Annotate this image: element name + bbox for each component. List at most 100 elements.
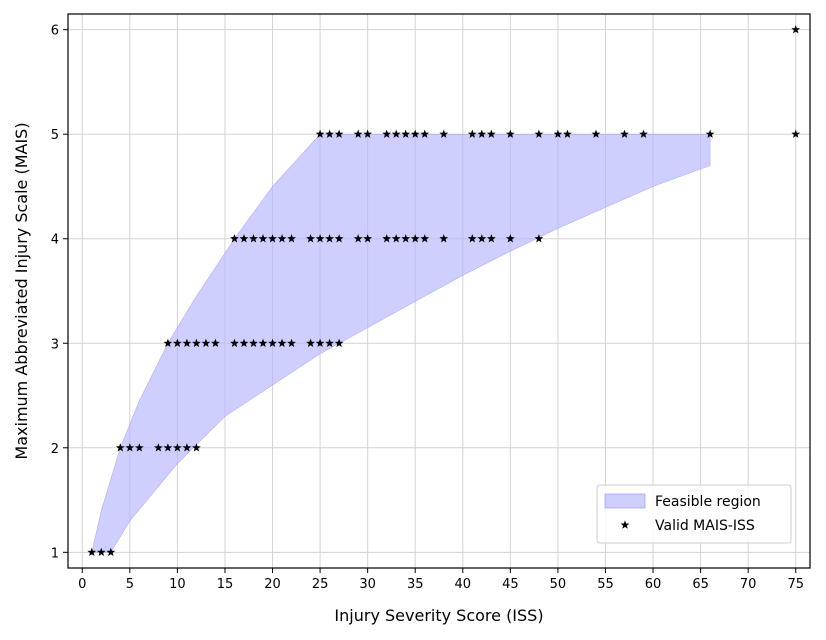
scatter-layer xyxy=(87,25,801,557)
data-point xyxy=(439,129,449,138)
plot-frame xyxy=(67,13,811,569)
data-point xyxy=(439,234,449,243)
data-point xyxy=(192,443,201,452)
legend-label-valid-mais-iss: Valid MAIS-ISS xyxy=(655,518,755,534)
data-point xyxy=(563,129,572,138)
data-point xyxy=(334,234,344,243)
data-point xyxy=(477,234,487,243)
x-tick-label: 70 xyxy=(740,577,757,592)
x-tick-label: 5 xyxy=(126,577,134,592)
x-tick-label: 55 xyxy=(597,577,614,592)
legend-swatch-feasible-region xyxy=(604,493,646,509)
x-tick-label: 40 xyxy=(455,577,472,592)
data-point xyxy=(791,25,801,34)
data-point xyxy=(306,338,315,347)
data-point xyxy=(277,234,287,243)
x-tick-label: 75 xyxy=(787,577,804,592)
data-point xyxy=(163,443,173,452)
data-point xyxy=(173,338,182,347)
data-point xyxy=(315,129,325,138)
data-point xyxy=(791,129,801,138)
data-point xyxy=(534,234,544,243)
data-point xyxy=(553,129,563,138)
y-axis-label: Maximum Abbreviated Injury Scale (MAIS) xyxy=(12,122,31,459)
data-point xyxy=(249,338,258,347)
x-tick-label: 25 xyxy=(312,577,329,592)
data-point xyxy=(363,234,373,243)
data-point xyxy=(467,234,477,243)
grid xyxy=(68,14,810,568)
x-tick-label: 20 xyxy=(264,577,281,592)
data-point xyxy=(268,338,277,347)
x-tick-label: 60 xyxy=(645,577,662,592)
y-tick-label: 4 xyxy=(51,233,59,248)
data-point xyxy=(325,129,334,138)
data-point xyxy=(306,234,315,243)
data-point xyxy=(391,234,401,243)
y-tick-label: 5 xyxy=(51,128,59,143)
data-point xyxy=(239,234,249,243)
data-point xyxy=(96,547,106,557)
x-tick-label: 10 xyxy=(169,577,186,592)
data-point xyxy=(87,547,97,557)
data-point xyxy=(163,338,173,347)
data-point xyxy=(287,234,296,243)
data-point xyxy=(334,129,344,138)
data-point xyxy=(125,443,135,452)
data-point xyxy=(173,443,182,452)
data-point xyxy=(211,338,220,347)
data-point xyxy=(230,338,239,347)
data-point xyxy=(477,129,487,138)
data-point xyxy=(201,338,211,347)
data-point xyxy=(382,234,392,243)
legend: Feasible region Valid MAIS-ISS xyxy=(596,484,792,544)
data-point xyxy=(353,129,363,138)
data-point xyxy=(258,234,268,243)
data-point xyxy=(486,129,496,138)
data-point xyxy=(249,234,258,243)
data-point xyxy=(154,443,163,452)
x-axis-label: Injury Severity Score (ISS) xyxy=(334,606,543,625)
data-point xyxy=(420,234,430,243)
x-tick-label: 45 xyxy=(502,577,519,592)
data-point xyxy=(192,338,201,347)
data-point xyxy=(420,129,430,138)
data-point xyxy=(230,234,239,243)
data-point xyxy=(315,234,325,243)
data-point xyxy=(106,547,116,557)
data-point xyxy=(277,338,287,347)
data-point xyxy=(591,129,601,138)
data-point xyxy=(382,129,392,138)
data-point xyxy=(639,129,648,138)
data-point xyxy=(505,129,515,138)
y-tick-label: 6 xyxy=(51,24,59,39)
data-point xyxy=(410,129,420,138)
data-point xyxy=(268,234,277,243)
x-tick-label: 65 xyxy=(692,577,709,592)
data-point xyxy=(239,338,249,347)
data-point xyxy=(410,234,420,243)
data-point xyxy=(182,338,192,347)
data-point xyxy=(353,234,363,243)
data-point xyxy=(325,234,334,243)
x-tick-label: 15 xyxy=(217,577,234,592)
data-point xyxy=(391,129,401,138)
data-point xyxy=(134,443,144,452)
data-point xyxy=(182,443,192,452)
data-point xyxy=(363,129,373,138)
data-point xyxy=(315,338,325,347)
data-point xyxy=(325,338,334,347)
data-point xyxy=(620,129,629,138)
x-tick-label: 0 xyxy=(78,577,86,592)
legend-marker-valid-mais-iss xyxy=(620,520,630,529)
data-point xyxy=(534,129,544,138)
data-point xyxy=(287,338,296,347)
y-tick-label: 1 xyxy=(51,546,59,561)
data-point xyxy=(401,129,411,138)
legend-label-feasible-region: Feasible region xyxy=(655,494,761,510)
data-point xyxy=(115,443,125,452)
data-point xyxy=(334,338,344,347)
data-point xyxy=(401,234,411,243)
